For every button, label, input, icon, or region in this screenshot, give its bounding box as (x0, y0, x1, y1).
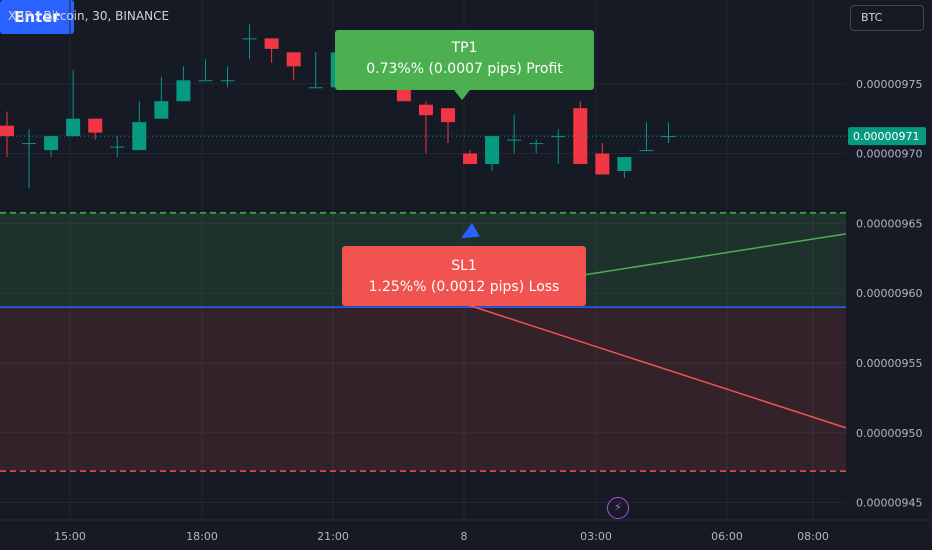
candle-body (198, 80, 213, 82)
candle-body (617, 157, 632, 172)
candle-body (595, 153, 610, 175)
currency-button[interactable]: BTC (850, 5, 924, 31)
candle-body (176, 80, 191, 102)
price-axis: 0.00000975 0.00000970 0.00000965 0.00000960… (848, 78, 926, 510)
tp-label-pointer (454, 90, 470, 100)
price-tick-label: 0.00000975 (856, 78, 922, 91)
time-tick-label: 03:00 (580, 530, 612, 543)
stop-loss-label[interactable]: SL1 1.25%% (0.0012 pips) Loss (342, 246, 586, 306)
candle-body (154, 101, 169, 119)
candle-body (110, 146, 125, 148)
grid (0, 0, 846, 520)
sl-trend-line (467, 304, 847, 429)
price-tick-label: 0.00000945 (856, 497, 922, 510)
price-tick-label: 0.00000965 (856, 217, 922, 230)
candle-body (242, 38, 257, 40)
loss-zone (0, 307, 846, 472)
time-axis: 15:00 18:00 21:00 8 03:00 06:00 08:00 (0, 519, 932, 543)
symbol-title: XRP / Bitcoin, 30, BINANCE (8, 9, 170, 23)
candle-body (418, 104, 433, 116)
candle-body (0, 125, 14, 137)
tp-title: TP1 (451, 40, 478, 56)
time-tick-label: 15:00 (54, 530, 86, 543)
candle-body (639, 150, 654, 152)
take-profit-label[interactable]: TP1 0.73%% (0.0007 pips) Profit (335, 30, 594, 90)
candle-body (463, 153, 478, 165)
candle-body (507, 139, 522, 141)
time-tick-label: 18:00 (186, 530, 218, 543)
candle-body (441, 108, 455, 123)
last-price-label: 0.00000971 (853, 130, 919, 143)
sl-title: SL1 (451, 258, 477, 274)
lightning-bolt-icon[interactable]: ⚡ (607, 497, 629, 519)
time-tick-label: 06:00 (711, 530, 743, 543)
enter-label[interactable]: Enter (0, 0, 74, 34)
candle-body (485, 136, 500, 165)
candle-body (44, 136, 59, 151)
price-tick-label: 0.00000950 (856, 427, 922, 440)
price-tick-label: 0.00000970 (856, 148, 922, 161)
price-tick-label: 0.00000955 (856, 357, 922, 370)
time-tick-label: 8 (461, 530, 468, 543)
candle-body (264, 38, 279, 49)
candle-body (220, 80, 235, 82)
time-tick-label: 21:00 (317, 530, 349, 543)
candle-body (66, 118, 81, 137)
tp-detail: 0.73%% (0.0007 pips) Profit (366, 61, 563, 77)
candle-body (551, 136, 566, 138)
candle-body (88, 118, 103, 133)
candle-body (286, 52, 301, 67)
sl-detail: 1.25%% (0.0012 pips) Loss (368, 279, 560, 295)
time-tick-label: 08:00 (797, 530, 829, 543)
candle-body (529, 143, 544, 145)
candle-body (132, 122, 147, 151)
candle-body (22, 143, 37, 145)
price-tick-label: 0.00000960 (856, 287, 922, 300)
candle-body (308, 87, 323, 89)
last-price-badge (848, 127, 926, 146)
